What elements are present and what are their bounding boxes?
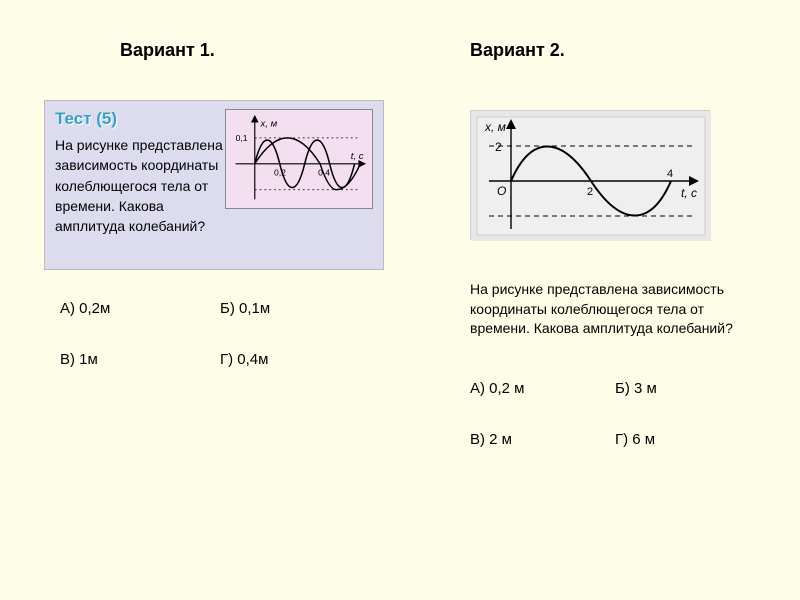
svg-text:2: 2 — [495, 140, 502, 154]
answer-d: Г) 6 м — [615, 431, 760, 448]
answer-d: Г) 0,4м — [220, 351, 380, 368]
test-label: Тест (5) — [55, 109, 225, 129]
answer-b: Б) 0,1м — [220, 300, 380, 317]
svg-text:0,2: 0,2 — [274, 167, 286, 177]
variant2-heading: Вариант 2. — [470, 40, 565, 61]
variant1-answers: А) 0,2м Б) 0,1м В) 1м Г) 0,4м — [60, 300, 380, 368]
svg-text:t, с: t, с — [681, 186, 697, 200]
svg-text:x, м: x, м — [260, 118, 278, 129]
answer-a: А) 0,2 м — [470, 380, 615, 397]
variant2-question: На рисунке представлена зависимость коор… — [470, 280, 760, 339]
variant2-answers: А) 0,2 м Б) 3 м В) 2 м Г) 6 м — [470, 380, 760, 448]
svg-text:x, м: x, м — [484, 120, 506, 134]
variant1-chart: x, м 0,1 0,2 0,4 t, c — [225, 109, 373, 209]
svg-text:0,1: 0,1 — [236, 133, 248, 143]
answer-a: А) 0,2м — [60, 300, 220, 317]
svg-text:t, c: t, c — [351, 151, 364, 162]
svg-text:O: O — [497, 184, 506, 198]
variant1-heading: Вариант 1. — [120, 40, 215, 61]
variant2-chart-wrap: x, м 2 O 2 4 t, с — [470, 110, 710, 240]
svg-text:2: 2 — [587, 186, 593, 198]
svg-text:0,4: 0,4 — [318, 167, 330, 177]
svg-text:4: 4 — [667, 168, 673, 180]
answer-b: Б) 3 м — [615, 380, 760, 397]
variant1-question: На рисунке представлена зависимость коор… — [55, 135, 225, 236]
answer-c: В) 1м — [60, 351, 220, 368]
variant2-chart: x, м 2 O 2 4 t, с — [471, 111, 711, 241]
variant1-card: Тест (5) На рисунке представлена зависим… — [44, 100, 384, 270]
answer-c: В) 2 м — [470, 431, 615, 448]
